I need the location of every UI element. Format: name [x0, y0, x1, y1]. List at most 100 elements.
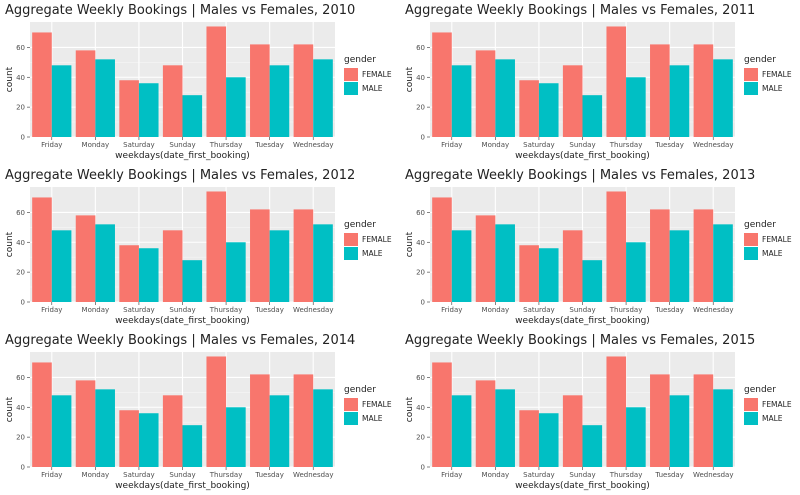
chart-panel: Aggregate Weekly Bookings | Males vs Fem… [400, 330, 800, 495]
bar-male-saturday [538, 413, 559, 467]
bar-female-friday [432, 362, 452, 467]
chart-title: Aggregate Weekly Bookings | Males vs Fem… [5, 168, 355, 183]
x-tick-label: Saturday [523, 306, 555, 314]
legend-key-female [344, 68, 358, 81]
x-tick-label: Wednesday [693, 306, 734, 314]
x-axis-label: weekdays(date_first_booking) [115, 316, 250, 326]
x-tick-label: Wednesday [293, 141, 334, 149]
bar-male-thursday [626, 77, 646, 137]
y-axis-label: count [5, 396, 15, 422]
y-tick-label: 0 [21, 464, 25, 472]
legend-label-female: FEMALE [762, 400, 792, 409]
y-tick-label: 60 [16, 44, 25, 52]
chart-panel: Aggregate Weekly Bookings | Males vs Fem… [0, 330, 400, 495]
x-tick-label: Saturday [123, 141, 155, 149]
x-tick-label: Wednesday [693, 471, 734, 479]
legend-title: gender [344, 55, 376, 65]
bar-female-monday [475, 215, 496, 302]
bar-chart: Aggregate Weekly Bookings | Males vs Fem… [5, 168, 392, 326]
y-tick-label: 60 [16, 209, 25, 217]
bar-male-monday [95, 224, 115, 302]
x-tick-label: Tuesday [254, 471, 283, 479]
bar-female-tuesday [250, 44, 270, 137]
x-axis-label: weekdays(date_first_booking) [515, 151, 650, 161]
bar-female-friday [32, 32, 52, 137]
y-tick-label: 40 [416, 74, 425, 82]
legend-key-female [344, 398, 358, 411]
x-axis-label: weekdays(date_first_booking) [515, 316, 650, 326]
legend-key-male [344, 412, 358, 425]
bar-female-wednesday [693, 209, 714, 302]
y-tick-label: 60 [416, 44, 425, 52]
bar-female-friday [32, 197, 52, 302]
bar-female-sunday [562, 230, 583, 302]
bar-male-wednesday [713, 389, 733, 467]
y-tick-label: 40 [16, 74, 25, 82]
y-tick-label: 20 [416, 434, 425, 442]
bar-male-saturday [538, 83, 559, 137]
x-tick-label: Wednesday [693, 141, 734, 149]
bar-male-sunday [182, 260, 203, 302]
legend-key-female [344, 233, 358, 246]
bar-male-saturday [138, 83, 159, 137]
legend-key-male [744, 247, 758, 260]
x-tick-label: Thursday [609, 141, 643, 149]
bar-female-tuesday [650, 374, 670, 467]
chart-panel: Aggregate Weekly Bookings | Males vs Fem… [0, 165, 400, 330]
x-tick-label: Friday [41, 141, 62, 149]
legend-title: gender [744, 220, 776, 230]
bar-male-thursday [226, 77, 246, 137]
legend-label-male: MALE [362, 414, 383, 423]
bar-female-friday [432, 32, 452, 137]
bar-male-thursday [226, 242, 246, 302]
bar-female-sunday [162, 395, 183, 467]
y-tick-label: 20 [416, 104, 425, 112]
y-tick-label: 60 [16, 374, 25, 382]
bar-male-tuesday [669, 230, 690, 302]
x-tick-label: Monday [82, 141, 110, 149]
bar-female-tuesday [250, 209, 270, 302]
bar-female-wednesday [693, 374, 714, 467]
x-tick-label: Friday [441, 471, 462, 479]
bar-male-friday [51, 65, 72, 137]
x-tick-label: Saturday [523, 471, 555, 479]
bar-female-tuesday [250, 374, 270, 467]
legend-label-male: MALE [762, 249, 783, 258]
chart-title: Aggregate Weekly Bookings | Males vs Fem… [405, 3, 755, 18]
bar-male-saturday [138, 413, 159, 467]
bar-male-wednesday [313, 389, 333, 467]
x-tick-label: Monday [482, 471, 510, 479]
bar-male-tuesday [669, 65, 690, 137]
legend-key-female [744, 68, 758, 81]
bar-male-tuesday [269, 395, 290, 467]
bar-chart: Aggregate Weekly Bookings | Males vs Fem… [405, 3, 792, 161]
bar-female-tuesday [650, 44, 670, 137]
y-tick-label: 20 [16, 434, 25, 442]
bar-female-saturday [119, 410, 139, 467]
bar-female-wednesday [293, 209, 314, 302]
x-tick-label: Tuesday [254, 141, 283, 149]
x-tick-label: Friday [41, 306, 62, 314]
legend-label-female: FEMALE [362, 235, 392, 244]
y-tick-label: 20 [16, 104, 25, 112]
x-tick-label: Thursday [209, 471, 243, 479]
chart-title: Aggregate Weekly Bookings | Males vs Fem… [405, 333, 755, 348]
chart-panel: Aggregate Weekly Bookings | Males vs Fem… [400, 0, 800, 165]
bar-female-monday [75, 215, 96, 302]
bar-female-sunday [562, 65, 583, 137]
x-axis-label: weekdays(date_first_booking) [115, 481, 250, 491]
bar-male-sunday [182, 95, 203, 137]
bar-female-saturday [119, 245, 139, 302]
x-tick-label: Sunday [569, 471, 595, 479]
legend-title: gender [344, 385, 376, 395]
x-tick-label: Sunday [169, 471, 195, 479]
bar-female-monday [75, 380, 96, 467]
legend-label-male: MALE [762, 84, 783, 93]
bar-male-friday [51, 230, 72, 302]
y-tick-label: 40 [416, 239, 425, 247]
y-axis-label: count [405, 66, 415, 92]
x-tick-label: Monday [82, 471, 110, 479]
bar-male-monday [95, 59, 115, 137]
x-axis-label: weekdays(date_first_booking) [515, 481, 650, 491]
bar-male-wednesday [313, 59, 333, 137]
